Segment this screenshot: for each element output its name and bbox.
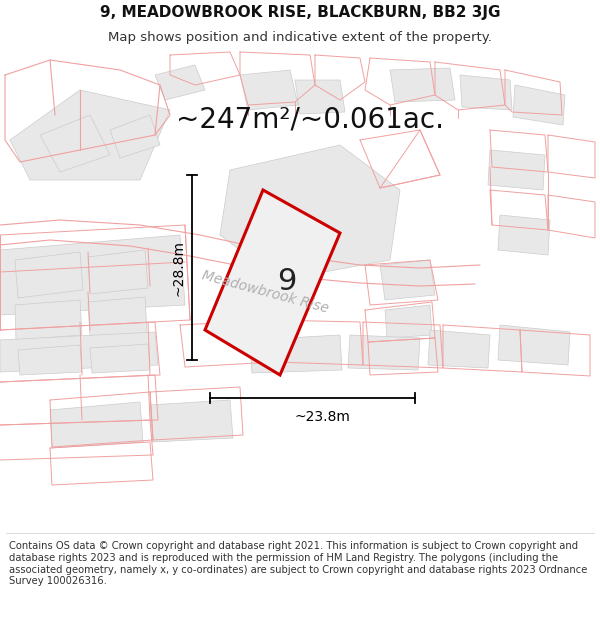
Text: Meadowbrook Rise: Meadowbrook Rise	[200, 268, 330, 316]
Text: ~28.8m: ~28.8m	[171, 239, 185, 296]
Text: Contains OS data © Crown copyright and database right 2021. This information is : Contains OS data © Crown copyright and d…	[9, 541, 587, 586]
Text: ~23.8m: ~23.8m	[295, 410, 350, 424]
Text: Map shows position and indicative extent of the property.: Map shows position and indicative extent…	[108, 31, 492, 44]
Polygon shape	[205, 190, 340, 375]
Text: 9, MEADOWBROOK RISE, BLACKBURN, BB2 3JG: 9, MEADOWBROOK RISE, BLACKBURN, BB2 3JG	[100, 5, 500, 20]
Text: ~247m²/~0.061ac.: ~247m²/~0.061ac.	[176, 106, 444, 134]
Text: 9: 9	[277, 268, 296, 296]
